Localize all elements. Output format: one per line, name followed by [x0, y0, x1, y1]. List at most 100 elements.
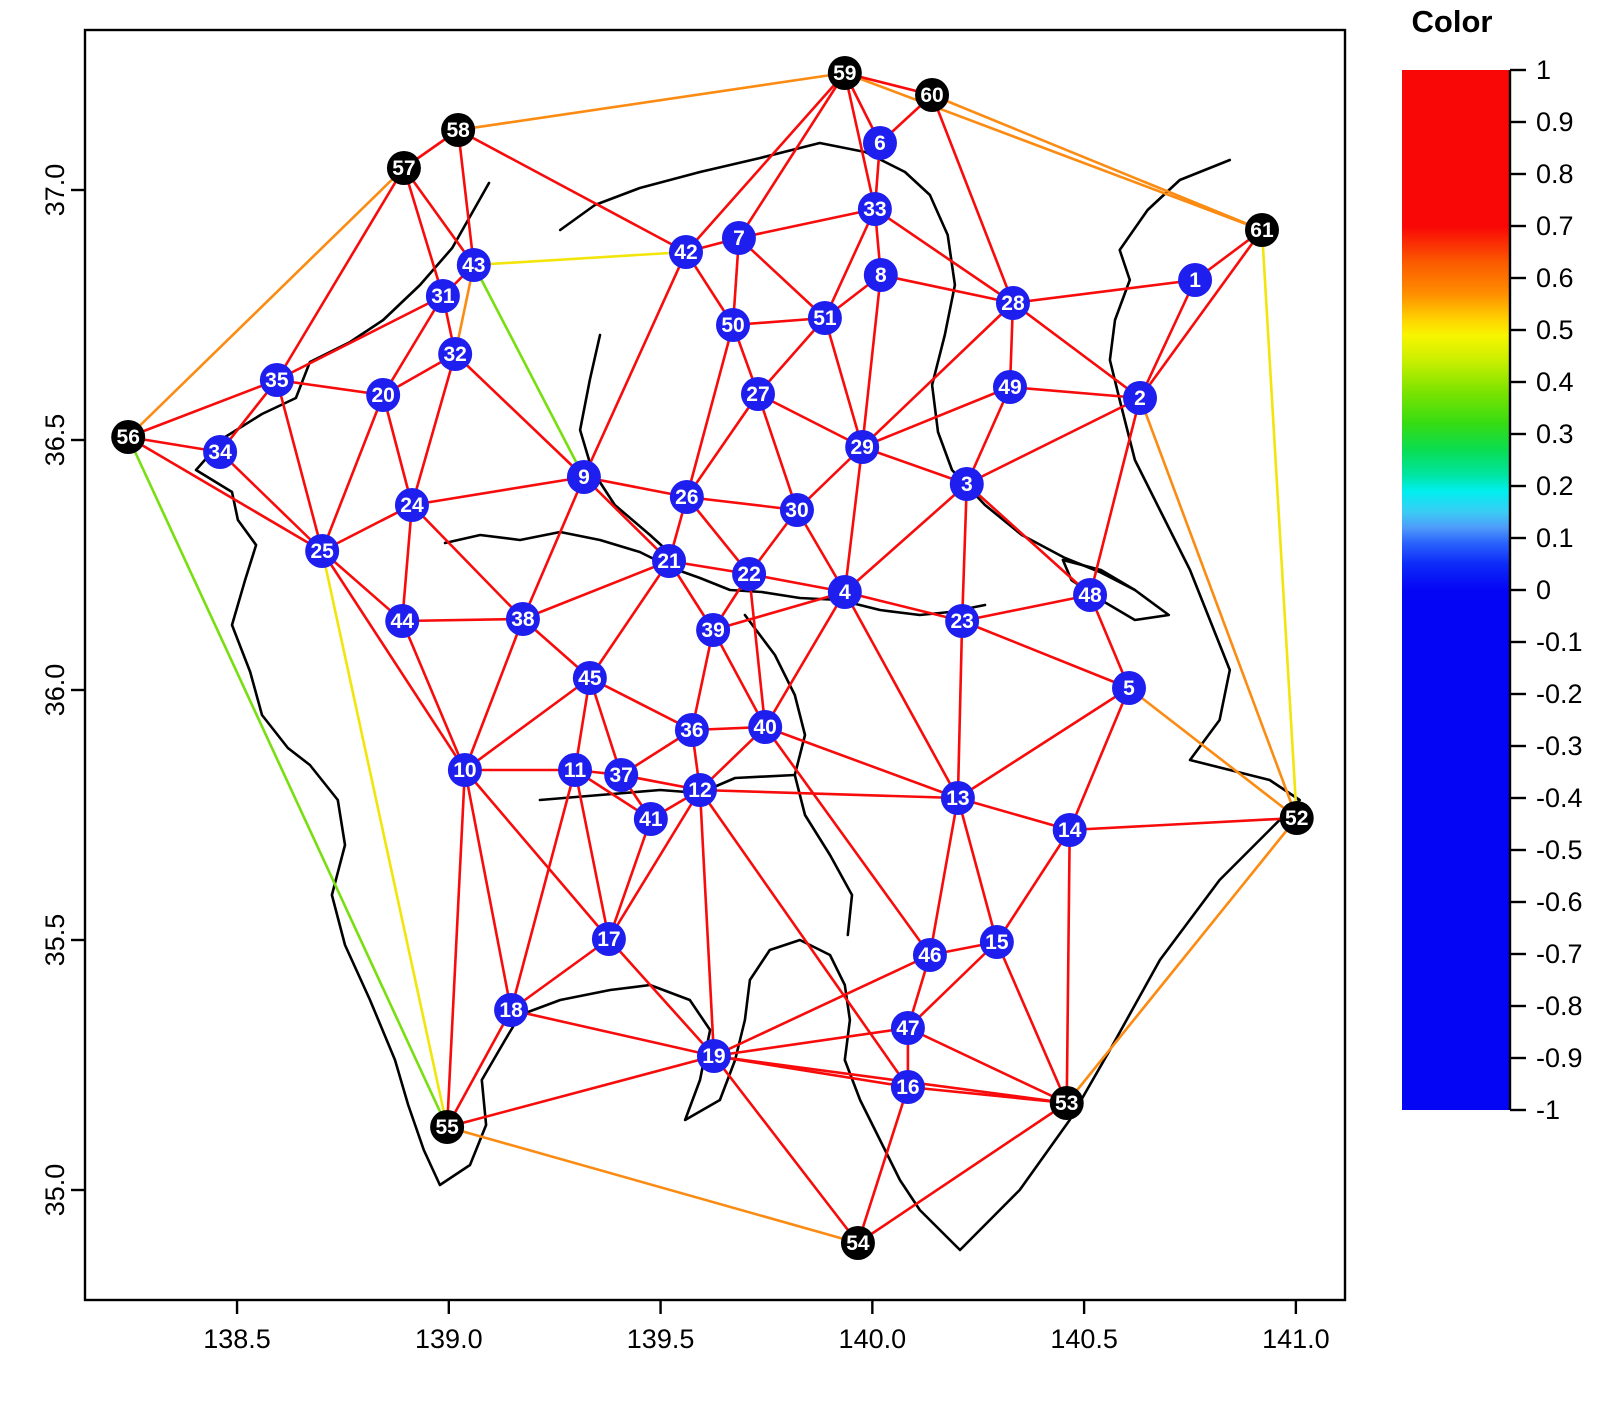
legend-tick-label: 0.4	[1536, 367, 1574, 397]
edge-20-31	[382, 295, 444, 396]
node-51	[807, 301, 842, 335]
edge-20-25	[320, 394, 385, 552]
edge-21-45	[588, 560, 671, 679]
map-outline	[194, 141, 1301, 1252]
node-40	[748, 710, 783, 744]
edge-3-48	[965, 483, 1091, 596]
edge-12-17	[607, 789, 702, 940]
node-label-51: 51	[813, 307, 837, 330]
legend-tick-label: -0.9	[1536, 1043, 1583, 1073]
edge-13-14	[957, 796, 1071, 832]
node-43	[456, 248, 491, 282]
edge-25-56	[127, 435, 323, 553]
node-label-59: 59	[833, 62, 856, 85]
edge-18-19	[510, 1008, 715, 1058]
x-tick-label: 138.5	[203, 1324, 271, 1354]
node-label-43: 43	[462, 254, 485, 277]
node-label-9: 9	[578, 466, 590, 489]
edge-13-46	[928, 797, 960, 956]
edge-14-53	[1065, 829, 1072, 1104]
node-label-20: 20	[371, 384, 394, 407]
edge-15-47	[907, 941, 998, 1029]
edge-9-26	[583, 475, 688, 499]
node-label-16: 16	[896, 1076, 919, 1099]
edge-15-53	[995, 941, 1068, 1104]
edge-3-23	[960, 483, 969, 622]
legend-tick-label: -1	[1536, 1095, 1560, 1125]
edge-19-53	[713, 1054, 1067, 1105]
node-38	[505, 602, 540, 636]
node-label-7: 7	[733, 227, 745, 250]
edge-24-44	[400, 504, 414, 622]
edge-3-49	[965, 386, 1012, 485]
legend-tick-label: 1	[1536, 55, 1551, 85]
edge-11-17	[573, 769, 611, 940]
edge-4-39	[712, 590, 846, 632]
edge-14-15	[995, 829, 1071, 943]
node-label-37: 37	[610, 764, 633, 787]
edge-29-49	[861, 385, 1011, 449]
edge-9-42	[582, 251, 688, 478]
legend-tick-label: -0.6	[1536, 887, 1583, 917]
node-label-54: 54	[846, 1232, 870, 1255]
edge-31-57	[402, 167, 445, 297]
legend-tick-label: 0.2	[1536, 471, 1574, 501]
node-46	[912, 938, 947, 972]
node-label-47: 47	[896, 1017, 919, 1040]
node-48	[1073, 578, 1108, 612]
edge-10-44	[401, 620, 467, 771]
node-label-25: 25	[310, 540, 334, 563]
node-9	[566, 460, 601, 494]
node-31	[425, 279, 460, 313]
node-47	[890, 1011, 925, 1045]
node-label-21: 21	[657, 550, 681, 573]
edge-8-29	[860, 274, 883, 448]
edge-4-13	[843, 591, 960, 799]
edge-12-13	[699, 788, 958, 800]
node-30	[779, 493, 814, 527]
legend-tick-label: 0.3	[1536, 419, 1574, 449]
edge-35-56	[127, 378, 278, 439]
node-label-32: 32	[443, 343, 466, 366]
coastline-path	[538, 773, 797, 802]
node-label-52: 52	[1285, 807, 1308, 830]
x-tick-label: 139.5	[627, 1324, 695, 1354]
edge-33-51	[823, 208, 877, 319]
edge-17-41	[607, 818, 653, 940]
edge-layer	[127, 71, 1299, 1245]
edge-13-23	[956, 620, 964, 799]
edge-25-55	[320, 550, 449, 1128]
node-16	[890, 1070, 925, 1104]
edge-26-50	[685, 324, 735, 498]
node-57	[386, 151, 421, 185]
node-49	[992, 370, 1027, 404]
legend-tick-label: -0.3	[1536, 731, 1583, 761]
node-label-6: 6	[874, 132, 886, 155]
y-tick-label: 36.5	[40, 414, 70, 467]
node-54	[840, 1226, 875, 1260]
node-label-41: 41	[639, 808, 663, 831]
edge-12-16	[698, 789, 909, 1088]
edge-10-55	[445, 769, 467, 1128]
node-5	[1112, 671, 1146, 705]
node-label-56: 56	[117, 426, 140, 449]
node-label-61: 61	[1250, 219, 1274, 242]
edge-43-58	[456, 129, 476, 266]
node-label-48: 48	[1078, 584, 1102, 607]
edge-2-52	[1138, 397, 1298, 819]
edge-26-27	[685, 393, 760, 498]
edge-27-30	[756, 393, 799, 511]
legend-gradient-bar	[1402, 70, 1510, 1110]
node-41	[633, 802, 668, 836]
edge-42-43	[473, 250, 687, 267]
plot-border	[83, 28, 1347, 1302]
node-42	[668, 235, 703, 269]
node-25	[305, 534, 340, 568]
edge-29-51	[823, 317, 864, 448]
edge-19-47	[713, 1026, 909, 1058]
edge-52-61	[1260, 229, 1299, 819]
node-15	[979, 925, 1014, 959]
node-50	[716, 308, 750, 342]
node-label-55: 55	[435, 1116, 459, 1139]
edge-59-61	[844, 71, 1263, 232]
